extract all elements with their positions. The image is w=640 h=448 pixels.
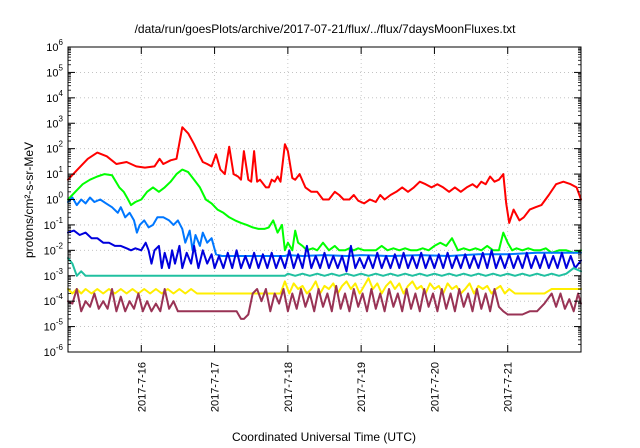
series-line-7	[67, 284, 582, 320]
x-tick-label: 2017-7-19	[356, 362, 368, 412]
y-tick-label: 10-1	[44, 216, 64, 232]
x-tick-label: 2017-7-17	[210, 362, 222, 412]
y-tick-label: 104	[46, 89, 63, 105]
y-tick-label: 10-4	[44, 292, 64, 308]
y-axis-label: protons/cm²-s-sr-MeV	[22, 142, 36, 258]
series-line-6	[67, 277, 582, 295]
y-tick-label: 10-6	[44, 343, 64, 359]
y-tick-label: 102	[46, 140, 63, 156]
y-tick-label: 105	[46, 63, 63, 79]
series-line-5	[67, 257, 582, 277]
y-tick-label: 10-2	[44, 241, 64, 257]
y-tick-label: 106	[46, 38, 63, 54]
series-line-1	[67, 126, 582, 224]
series-line-3	[67, 196, 582, 257]
x-axis-ticks: 2017-7-16 2017-7-17 2017-7-18 2017-7-19 2017…	[136, 47, 515, 412]
y-tick-label: 103	[46, 114, 63, 130]
series-lines	[67, 126, 582, 320]
series-line-2	[67, 168, 582, 254]
y-tick-label: 10-3	[44, 267, 64, 283]
chart-title: /data/run/goesPlots/archive/2017-07-21/f…	[135, 22, 517, 36]
x-tick-label: 2017-7-18	[283, 362, 295, 412]
y-tick-label: 10-5	[44, 318, 64, 334]
y-tick-label: 100	[46, 191, 63, 207]
x-tick-label: 2017-7-20	[429, 362, 441, 412]
y-tick-label: 101	[46, 165, 63, 181]
x-tick-label: 2017-7-16	[136, 362, 148, 412]
x-axis-label: Coordinated Universal Time (UTC)	[232, 430, 416, 444]
x-tick-label: 2017-7-21	[503, 362, 515, 412]
series-line-4	[67, 229, 582, 273]
